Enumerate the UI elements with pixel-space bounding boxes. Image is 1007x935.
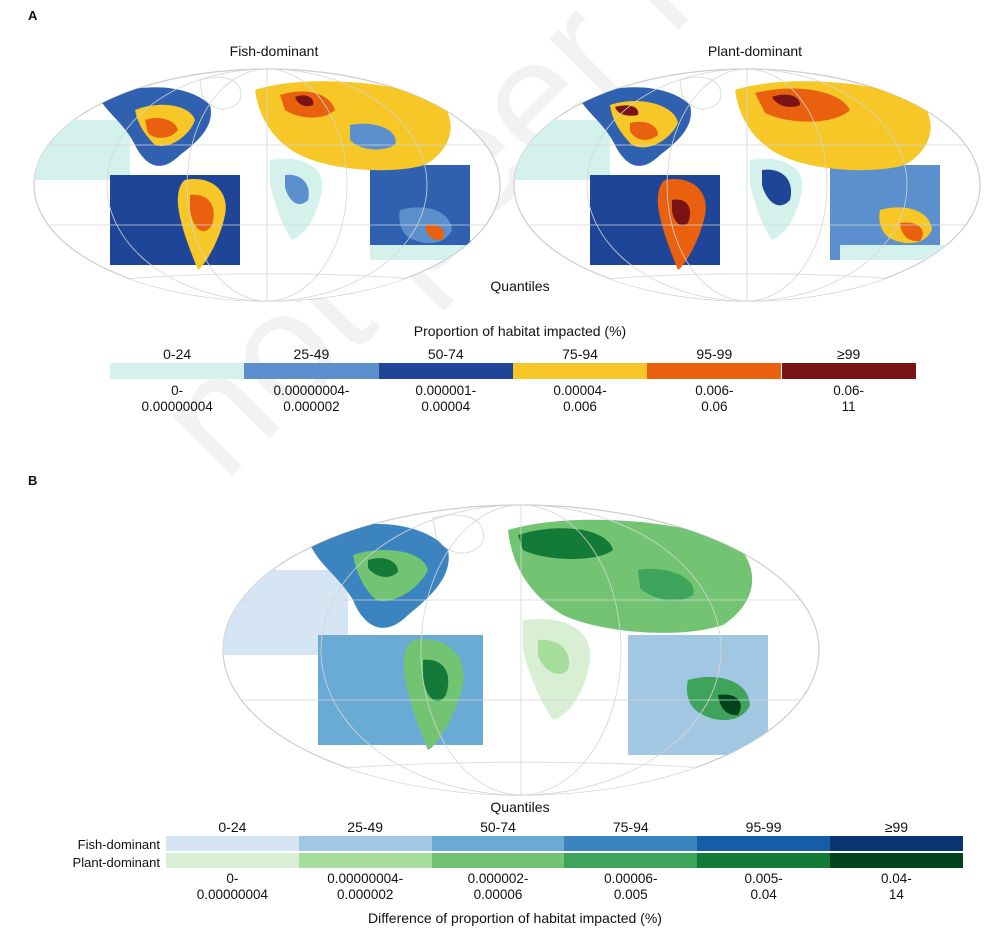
legend-a-value-line: 0.06-: [833, 383, 865, 398]
legend-a-value-line: 0.06: [701, 399, 728, 414]
legend-title-b: Difference of proportion of habitat impa…: [368, 910, 662, 926]
row-label-fish: Fish-dominant: [77, 837, 160, 852]
legend-b-value-range: 0.000002- 0.00006: [432, 871, 565, 903]
legend-b-value-range: 0.04- 14: [830, 871, 963, 903]
legend-b-value-line: 0.00006-: [604, 871, 658, 886]
legend-a-value-line: 0-: [171, 383, 184, 398]
legend-b-value-line: 0.000002-: [467, 871, 529, 886]
legend-a-value-line: 0.006: [563, 399, 597, 414]
legend-a-value-line: 0.00004: [421, 399, 471, 414]
legend-b-fish-swatch: [830, 836, 963, 851]
legend-a-swatch: [647, 363, 782, 379]
legend-b-value-line: 0.00006: [473, 887, 523, 902]
legend-a-value-range: 0.00004- 0.006: [513, 383, 647, 415]
legend-b-value-line: 0-: [226, 871, 239, 886]
legend-a-quantile-label: 0-24: [163, 346, 192, 362]
legend-a-quantile-label: 95-99: [696, 346, 733, 362]
legend-a-value-range: 0.006- 0.06: [647, 383, 781, 415]
legend-b-plant-swatch: [431, 853, 565, 868]
legend-b-plant-swatch: [298, 853, 432, 868]
legend-a-swatch: [512, 363, 648, 379]
legend-b-plant-swatch: [564, 853, 698, 868]
legend-b-value-line: 0.005-: [744, 871, 783, 886]
legend-b-quantile-label: ≥99: [884, 819, 909, 835]
panel-a-letter: A: [28, 8, 38, 23]
legend-b-value-range: 0.005- 0.04: [697, 871, 830, 903]
legend-b-quantile-label: 75-94: [612, 819, 649, 835]
legend-a-value-line: 0.00000004-: [273, 383, 350, 398]
legend-b-value-line: 0.005: [613, 887, 648, 902]
legend-b-plant-swatch: [166, 853, 299, 868]
legend-b-fish-swatch: [697, 836, 830, 851]
legend-a-value-line: 0.000001-: [415, 383, 477, 398]
legend-b-value-line: 14: [888, 887, 904, 902]
legend-b-fish-swatch: [431, 836, 565, 851]
row-label-plant: Plant-dominant: [72, 855, 160, 870]
legend-b-value-range: 0.00006- 0.005: [564, 871, 697, 903]
quantiles-label-a: Quantiles: [490, 278, 550, 294]
legend-b-fish-swatch: [166, 836, 299, 851]
legend-a-quantile-label: 75-94: [562, 346, 598, 362]
legend-b-fish-swatch: [564, 836, 698, 851]
legend-b-quantile-label: 50-74: [480, 819, 516, 835]
legend-b-quantile-label: 95-99: [745, 819, 782, 835]
legend-title-a: Proportion of habitat impacted (%): [413, 323, 627, 339]
quantiles-label-b: Quantiles: [490, 799, 550, 815]
legend-b-value-line: 0.00000004: [196, 887, 269, 902]
world-map-fish-dominant: [33, 68, 501, 302]
world-map-difference: [222, 504, 820, 796]
legend-b-plant-swatch: [697, 853, 830, 868]
legend-a-swatch: [378, 363, 513, 379]
legend-a-value-range: 0.000001- 0.00004: [379, 383, 513, 415]
map-title-fish: Fish-dominant: [229, 43, 319, 59]
legend-a-swatch: [781, 363, 916, 379]
legend-a-value-range: 0- 0.00000004: [110, 383, 244, 415]
legend-b-value-range: 0- 0.00000004: [166, 871, 299, 903]
legend-a-value-line: 0.006-: [695, 383, 734, 398]
world-map-plant-dominant: [513, 68, 981, 302]
legend-b-quantile-label: 0-24: [218, 819, 247, 835]
legend-a-value-line: 11: [841, 399, 856, 414]
legend-b-value-range: 0.00000004- 0.000002: [299, 871, 432, 903]
legend-b-quantile-label: 25-49: [347, 819, 384, 835]
legend-a-value-line: 0.00004-: [553, 383, 607, 398]
legend-a-swatch: [110, 363, 245, 379]
panel-b-letter: B: [28, 473, 38, 488]
legend-b-value-line: 0.04: [750, 887, 777, 902]
legend-b-value-line: 0.04-: [881, 871, 912, 886]
map-title-plant: Plant-dominant: [707, 43, 803, 59]
legend-a-value-line: 0.00000004: [141, 399, 213, 414]
legend-a-quantile-label: 25-49: [293, 346, 330, 362]
legend-a-value-range: 0.06- 11: [782, 383, 916, 415]
legend-b-value-line: 0.000002: [337, 887, 394, 902]
legend-a-swatch: [244, 363, 379, 379]
legend-a-quantile-label: 50-74: [427, 346, 464, 362]
legend-a-value-range: 0.00000004- 0.000002: [244, 383, 378, 415]
legend-b-fish-swatch: [298, 836, 432, 851]
legend-a-quantile-label: ≥99: [837, 346, 861, 362]
legend-b-plant-swatch: [830, 853, 963, 868]
legend-b-value-line: 0.00000004-: [327, 871, 404, 886]
legend-a-value-line: 0.000002: [283, 399, 340, 414]
